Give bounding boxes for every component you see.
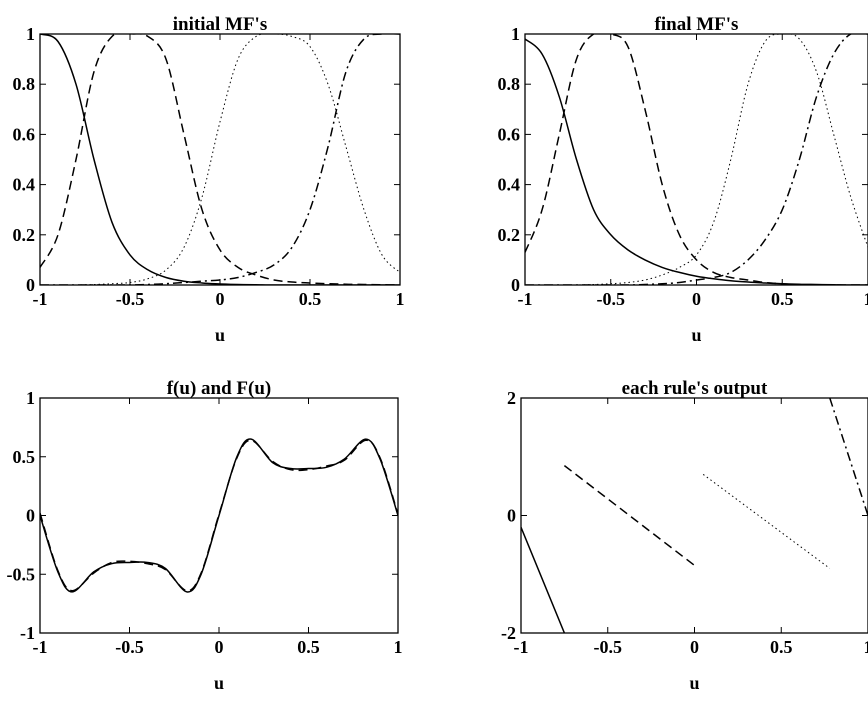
x-tick-label: -1 — [518, 289, 533, 309]
x-tick-label: 0 — [692, 289, 701, 309]
x-tick-label: 1 — [864, 289, 868, 309]
series-line-4-dashdot — [829, 398, 868, 516]
axes-box — [520, 397, 868, 634]
chart-title: f(u) and F(u) — [167, 378, 272, 399]
y-tick-label: 0 — [507, 506, 516, 526]
y-tick-label: 0.4 — [13, 175, 36, 195]
x-tick-label: 0.5 — [299, 289, 322, 309]
series-line-2-dashed — [525, 34, 868, 285]
y-tick-label: -0.5 — [7, 564, 36, 584]
x-tick-label: 0 — [216, 289, 225, 309]
y-tick-label: -1 — [20, 623, 35, 643]
x-tick-label: -0.5 — [597, 289, 626, 309]
series-line-4-dashdot — [40, 34, 400, 285]
series-line-2-dashed — [563, 465, 695, 566]
x-tick-label: 0.5 — [297, 637, 320, 657]
y-tick-label: 0.6 — [498, 124, 521, 144]
x-tick-label: 0 — [690, 637, 699, 657]
x-axis-label: u — [214, 673, 224, 693]
x-tick-label: -0.5 — [594, 637, 623, 657]
y-tick-label: 0 — [26, 275, 35, 295]
y-tick-label: 1 — [26, 24, 35, 44]
series-line-2-dashed — [40, 34, 400, 285]
x-tick-label: 0.5 — [770, 637, 793, 657]
y-tick-label: 1 — [511, 24, 520, 44]
series-line-3-dotted — [525, 34, 868, 285]
series-line-1-solid — [525, 38, 868, 285]
x-tick-label: 1 — [864, 637, 868, 657]
series-line-1-solid — [40, 34, 400, 285]
y-tick-label: 0.8 — [498, 74, 521, 94]
panel-4: each rule's output -1 -0.5 0 0.5 1 -2 0 2 u — [501, 378, 868, 693]
x-tick-label: 0.5 — [771, 289, 794, 309]
y-tick-label: 0.2 — [13, 225, 36, 245]
x-tick-label: 0 — [215, 637, 224, 657]
y-tick-label: -2 — [501, 623, 516, 643]
x-axis-label: u — [215, 325, 225, 345]
chart-title: each rule's output — [622, 378, 768, 399]
series-line-1-solid — [521, 527, 566, 633]
x-tick-label: -0.5 — [115, 637, 144, 657]
y-tick-label: 0.4 — [498, 175, 521, 195]
y-tick-label: 1 — [26, 388, 35, 408]
y-tick-label: 0 — [511, 275, 520, 295]
panel-3: f(u) and F(u) -1 -0.5 0 0.5 1 -1 -0.5 0 0.5 1 u — [7, 378, 403, 693]
x-tick-label: 1 — [396, 289, 405, 309]
y-tick-label: 0.5 — [13, 447, 36, 467]
chart-title: initial MF's — [173, 14, 267, 35]
x-tick-label: -1 — [33, 289, 48, 309]
x-tick-label: -1 — [514, 637, 529, 657]
x-tick-label: 1 — [394, 637, 403, 657]
panel-1: initial MF's -1 -0.5 0 0.5 1 0 0.2 0.4 0.6 0.8 1 u — [13, 14, 405, 345]
x-axis-label: u — [691, 325, 701, 345]
panel-2: final MF's -1 -0.5 0 0.5 1 0 0.2 0.4 0.6 0.8 1 u — [498, 14, 868, 345]
series-line-3-dotted — [702, 473, 831, 569]
chart-title: final MF's — [655, 14, 739, 35]
y-tick-label: 0.8 — [13, 74, 36, 94]
y-tick-label: 0.2 — [498, 225, 521, 245]
series-line-1-solid — [40, 438, 398, 593]
series-line-2-dashed — [40, 439, 398, 592]
y-tick-label: 2 — [507, 388, 516, 408]
x-tick-label: -0.5 — [116, 289, 145, 309]
x-axis-label: u — [689, 673, 699, 693]
series-line-3-dotted — [40, 34, 400, 285]
y-tick-label: 0 — [26, 506, 35, 526]
series-line-4-dashdot — [525, 34, 868, 285]
y-tick-label: 0.6 — [13, 124, 36, 144]
x-tick-label: -1 — [33, 637, 48, 657]
